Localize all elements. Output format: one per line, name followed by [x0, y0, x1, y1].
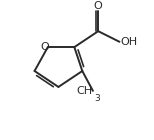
Text: OH: OH [121, 37, 138, 47]
Text: O: O [94, 1, 103, 11]
Text: 3: 3 [94, 94, 100, 103]
Text: O: O [40, 42, 49, 52]
Text: CH: CH [77, 86, 93, 96]
